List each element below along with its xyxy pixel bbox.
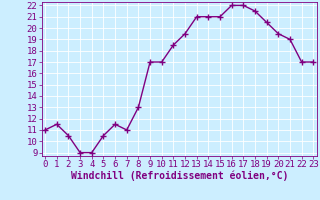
X-axis label: Windchill (Refroidissement éolien,°C): Windchill (Refroidissement éolien,°C) [70,171,288,181]
